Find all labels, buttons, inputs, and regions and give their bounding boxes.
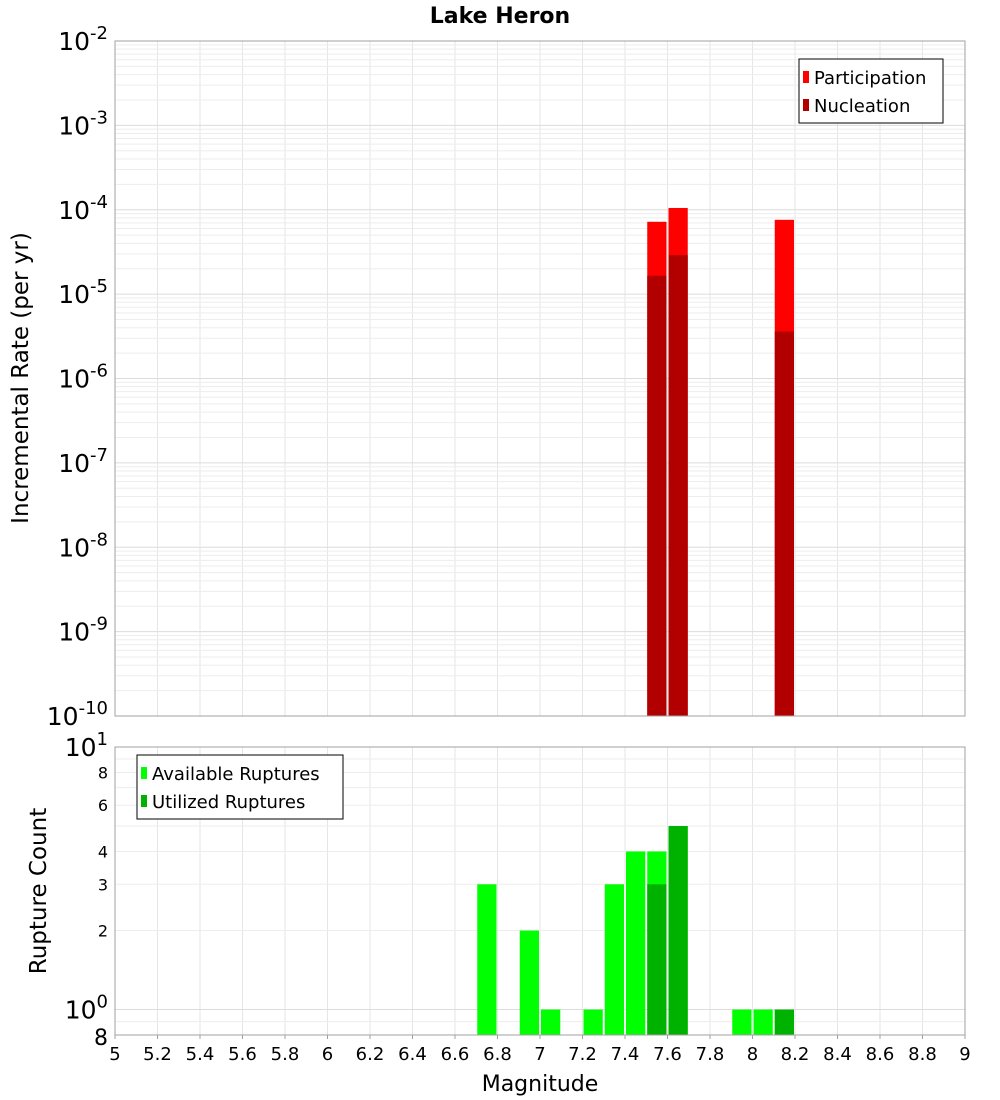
x-tick-label: 6.8 [483,1044,512,1065]
y-tick-label: 101 [65,729,108,762]
x-tick-label: 9 [959,1044,970,1065]
x-tick-label: 5 [109,1044,120,1065]
bar-available-ruptures [626,851,646,1035]
x-tick-label: 6.6 [441,1044,470,1065]
y-tick-label: 10-10 [47,698,108,731]
grid [114,41,966,717]
bar-utilized-ruptures [647,884,667,1035]
bars [647,207,794,717]
legend-label: Available Ruptures [152,764,320,785]
x-tick-label: 7.2 [568,1044,597,1065]
legend-label: Utilized Ruptures [152,792,305,813]
y-tick-label: 10-2 [58,23,108,56]
bar-nucleation [668,255,688,716]
bar-available-ruptures [732,1009,752,1035]
x-tick-label: 8.8 [908,1044,937,1065]
x-tick-label: 5.6 [228,1044,257,1065]
legend-label: Participation [814,68,926,89]
y-tick-label: 4 [98,842,108,861]
bar-nucleation [774,331,794,716]
x-tick-label: 5.4 [186,1044,215,1065]
y-tick-label: 8 [94,1026,108,1051]
y-tick-label: 10-6 [58,361,108,394]
x-axis-label: Magnitude [482,1072,599,1097]
legend-label: Nucleation [814,96,910,117]
y-tick-label: 10-3 [58,107,108,140]
x-tick-labels: 5 5.2 5.4 5.6 5.8 6 6.2 6.4 6.6 6.8 7 7.2 7.4 7.6 7.8 8… [109,1035,971,1065]
x-tick-label: 7.4 [611,1044,640,1065]
legend-box [798,58,944,124]
x-tick-label: 8 [747,1044,758,1065]
x-tick-label: 6.2 [356,1044,385,1065]
bottom-y-axis-label: Rupture Count [26,808,52,974]
bar-available-ruptures [583,1009,603,1035]
bar-available-ruptures [477,884,497,1035]
x-tick-label: 6.4 [398,1044,427,1065]
y-tick-label: 10-9 [58,614,108,647]
x-tick-label: 5.2 [143,1044,172,1065]
x-tick-label: 7.6 [653,1044,682,1065]
legend-swatch [141,795,147,807]
y-tick-labels: 10-10 10-9 10-8 10-7 10-6 10-5 10-4 10-3 10-2 [47,23,108,731]
bar-available-ruptures [753,1009,773,1035]
x-tick-label: 5.8 [271,1044,300,1065]
x-tick-label: 8.6 [866,1044,895,1065]
x-tick-label: 7 [534,1044,545,1065]
y-tick-label: 10-7 [58,445,108,478]
y-tick-label: 2 [98,922,108,941]
bars [477,826,794,1035]
bar-utilized-ruptures [774,1009,794,1035]
legend-swatch [803,99,809,111]
bar-nucleation [647,275,667,716]
bar-available-ruptures [519,930,539,1035]
y-tick-label: 8 [98,763,108,782]
x-tick-label: 6 [322,1044,333,1065]
bar-available-ruptures [541,1009,561,1035]
legend: Participation Nucleation [798,58,944,124]
y-tick-label: 10-4 [58,192,108,225]
bar-utilized-ruptures [668,826,688,1035]
legend-swatch [141,767,147,779]
y-tick-label: 100 [65,992,108,1025]
y-tick-label: 3 [98,875,108,894]
y-tick-label: 6 [98,796,108,815]
legend-swatch [803,71,809,83]
bar-available-ruptures [604,884,624,1035]
x-tick-label: 8.4 [823,1044,852,1065]
plot-frame [114,40,966,717]
legend: Available Ruptures Utilized Ruptures [136,754,344,820]
y-tick-label: 10-8 [58,529,108,562]
top-y-axis-label: Incremental Rate (per yr) [8,232,34,524]
x-tick-label: 7.8 [696,1044,725,1065]
chart-title: Lake Heron [430,4,570,29]
rate-panel: 10-10 10-9 10-8 10-7 10-6 10-5 10-4 10-3 10-2 Par… [47,23,966,731]
legend-box [136,754,344,820]
x-tick-label: 8.2 [781,1044,810,1065]
y-tick-label: 10-5 [58,276,108,309]
